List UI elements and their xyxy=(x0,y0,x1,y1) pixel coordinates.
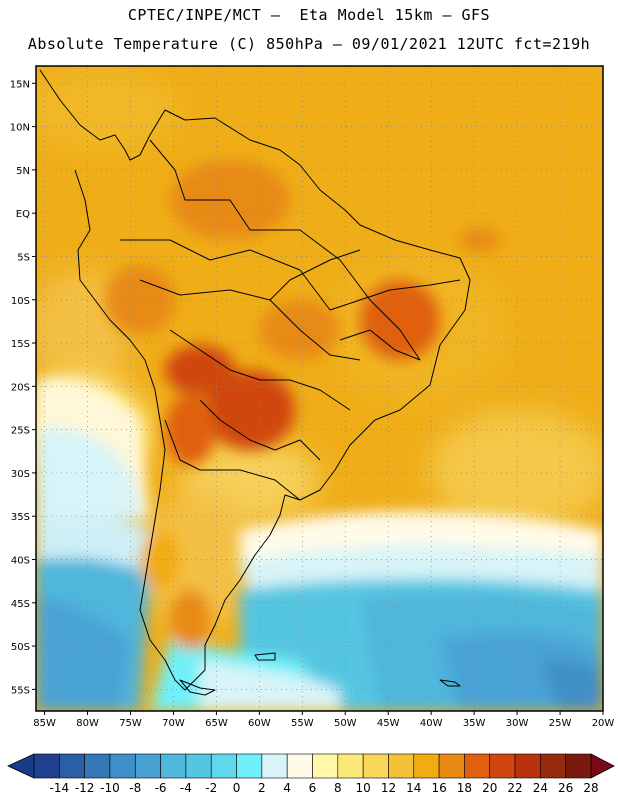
lat-tick-label: 50S xyxy=(11,642,30,653)
lon-tick-label: 20W xyxy=(592,718,615,729)
lat-tick-label: 35S xyxy=(11,512,30,523)
colorbar-swatch xyxy=(565,753,592,779)
colorbar-swatch xyxy=(337,753,364,779)
colorbar-swatch xyxy=(33,753,60,779)
colorbar-swatch xyxy=(109,753,136,779)
colorbar-swatch xyxy=(489,753,516,779)
lat-tick-label: 15N xyxy=(10,79,30,90)
lat-tick-label: 45S xyxy=(11,599,30,610)
colorbar-label: 14 xyxy=(406,781,421,795)
lon-tick-label: 55W xyxy=(291,718,314,729)
colorbar-label: 4 xyxy=(283,781,291,795)
colorbar-label: -12 xyxy=(75,781,95,795)
colorbar-swatch xyxy=(438,753,465,779)
lat-tick-label: 5N xyxy=(16,166,30,177)
colorbar-swatch xyxy=(84,753,111,779)
lon-tick-label: 25W xyxy=(549,718,572,729)
lon-tick-label: 60W xyxy=(248,718,271,729)
colorbar-swatch xyxy=(362,753,389,779)
lat-tick-label: EQ xyxy=(16,209,30,220)
lat-tick-label: 55S xyxy=(11,685,30,696)
map-title-variable: Absolute Temperature (C) 850hPa – 09/01/… xyxy=(27,35,591,53)
colorbar-label: 12 xyxy=(381,781,396,795)
lat-tick-label: 30S xyxy=(11,469,30,480)
lat-tick-label: 10N xyxy=(10,123,30,134)
colorbar-swatch xyxy=(261,753,288,779)
colorbar-label: 22 xyxy=(507,781,522,795)
colorbar-label: 18 xyxy=(457,781,472,795)
colorbar-label: 8 xyxy=(334,781,342,795)
colorbar-label: 6 xyxy=(309,781,317,795)
lon-tick-label: 40W xyxy=(420,718,443,729)
map-frame xyxy=(35,65,604,712)
map-title-model: CPTEC/INPE/MCT – Eta Model 15km – GFS xyxy=(127,6,491,24)
colorbar-label: -8 xyxy=(129,781,141,795)
colorbar-label: 26 xyxy=(558,781,573,795)
lat-tick-label: 20S xyxy=(11,382,30,393)
colorbar-swatch xyxy=(388,753,415,779)
colorbar-swatch xyxy=(464,753,491,779)
colorbar-swatch xyxy=(160,753,187,779)
colorbar-over-arrow xyxy=(590,753,615,779)
colorbar-label: 20 xyxy=(482,781,497,795)
colorbar-swatch xyxy=(210,753,237,779)
lon-tick-label: 30W xyxy=(506,718,529,729)
lon-tick-label: 80W xyxy=(76,718,99,729)
colorbar-label: 28 xyxy=(583,781,598,795)
colorbar-label: 16 xyxy=(431,781,446,795)
colorbar: -14 -12 -10 -8 -6 -4 -2 0 2 4 6 8 10 12 14 16 18 20 22 24 26… xyxy=(7,753,615,795)
colorbar-swatch xyxy=(540,753,566,779)
colorbar-label: 10 xyxy=(355,781,370,795)
lat-tick-label: 5S xyxy=(17,252,30,263)
colorbar-label: -14 xyxy=(50,781,70,795)
temperature-field xyxy=(36,66,603,711)
colorbar-label: -4 xyxy=(180,781,192,795)
colorbar-swatch xyxy=(134,753,161,779)
colorbar-label: -2 xyxy=(205,781,217,795)
lon-tick-label: 75W xyxy=(119,718,142,729)
colorbar-swatch xyxy=(185,753,212,779)
colorbar-label: 2 xyxy=(258,781,266,795)
colorbar-swatch xyxy=(59,753,85,779)
lon-tick-label: 65W xyxy=(205,718,228,729)
latitude-axis: 15N 10N 5N EQ 5S 10S 15S 20S 25S 30S 35S 40S 45S 50S 5… xyxy=(10,79,36,696)
colorbar-label: 0 xyxy=(233,781,241,795)
colorbar-swatch xyxy=(312,753,339,779)
longitude-axis: 85W 80W 75W 70W 65W 60W 55W 50W 45W 40W 35W 30W 25W 2… xyxy=(33,711,614,729)
coastlines-borders xyxy=(39,69,471,696)
colorbar-swatch xyxy=(514,753,541,779)
lon-tick-label: 50W xyxy=(334,718,357,729)
colorbar-label: -10 xyxy=(100,781,120,795)
lon-tick-label: 35W xyxy=(463,718,486,729)
lat-tick-label: 25S xyxy=(11,426,30,437)
colorbar-label: 24 xyxy=(533,781,548,795)
lat-tick-label: 10S xyxy=(11,296,30,307)
lat-tick-label: 40S xyxy=(11,555,30,566)
lat-tick-label: 15S xyxy=(11,339,30,350)
colorbar-swatch xyxy=(413,753,440,779)
lon-tick-label: 85W xyxy=(33,718,56,729)
lon-tick-label: 70W xyxy=(162,718,185,729)
colorbar-swatch xyxy=(236,753,263,779)
colorbar-label: -6 xyxy=(155,781,167,795)
colorbar-under-arrow xyxy=(7,753,35,779)
lon-tick-label: 45W xyxy=(377,718,400,729)
colorbar-swatch xyxy=(286,753,313,779)
